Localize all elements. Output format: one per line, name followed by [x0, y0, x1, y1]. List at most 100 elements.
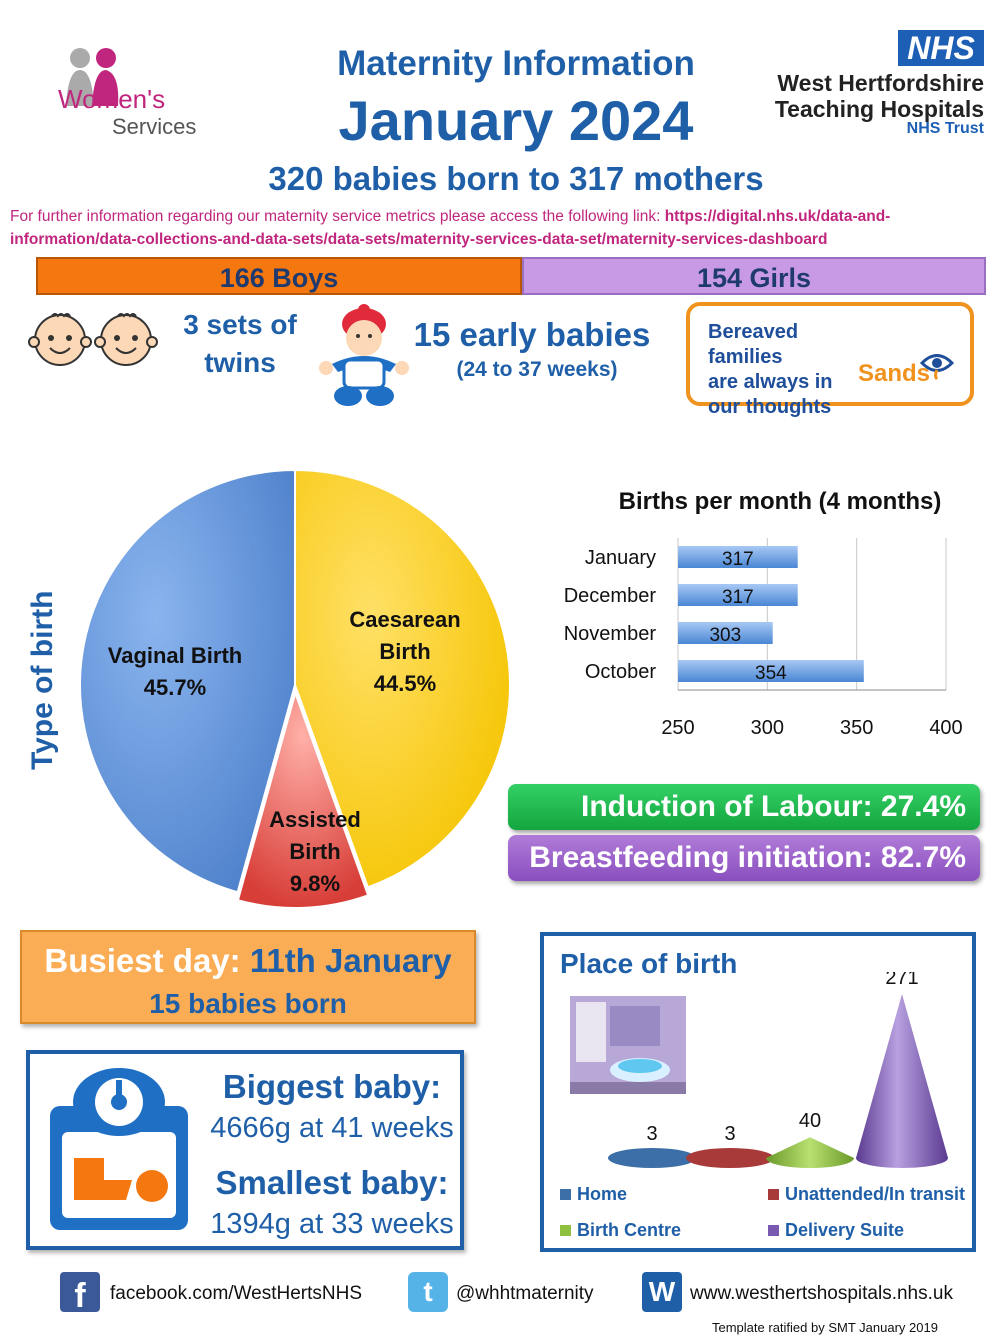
- assisted-name2: Birth: [289, 839, 341, 864]
- twins-line1: 3 sets of: [183, 309, 297, 340]
- womens-services-logo: [66, 48, 119, 106]
- pie-slice-caesarean: [294, 468, 511, 889]
- nhs-name-line1: West Hertfordshire: [777, 70, 984, 96]
- bar-category-label: December: [564, 585, 657, 607]
- busiest-label: Busiest day:: [44, 942, 250, 979]
- breastfeeding-kpi: Breastfeeding initiation: 82.7%: [508, 835, 980, 881]
- info-link[interactable]: https://digital.nhs.uk/data-and-informat…: [10, 208, 891, 248]
- website-link[interactable]: www.westhertshospitals.nhs.uk: [690, 1283, 953, 1304]
- twins-text: 3 sets of twins: [175, 306, 305, 382]
- caesarean-name2: Birth: [379, 639, 431, 664]
- cone-value-label: 40: [799, 1110, 821, 1132]
- info-text: For further information regarding our ma…: [10, 205, 1000, 251]
- place-of-birth-chart: 3 3 40 271: [608, 972, 948, 1168]
- logo-sub: Services: [112, 114, 197, 139]
- bar-value-label: 317: [722, 549, 754, 570]
- nhs-name-line2: Teaching Hospitals: [774, 96, 984, 122]
- cone-value-label: 3: [646, 1123, 657, 1145]
- pie-slice-assisted: [236, 689, 370, 909]
- bar-value-label: 354: [755, 663, 787, 684]
- pie-label-assisted: Assisted Birth 9.8%: [250, 804, 380, 900]
- legend-transit: Unattended/In transit: [768, 1184, 965, 1205]
- assisted-name1: Assisted: [269, 807, 361, 832]
- busiest-day-sub: 15 babies born: [149, 988, 347, 1019]
- caesarean-pct: 44.5%: [373, 671, 437, 696]
- bar-december: [678, 584, 798, 606]
- cone-home: [608, 1148, 696, 1168]
- busiest-day-panel: Busiest day: 11th January 15 babies born: [20, 930, 476, 1024]
- bar-category-label: November: [564, 623, 657, 645]
- twitter-icon[interactable]: t: [408, 1272, 448, 1312]
- sands-panel: Bereaved families are always in our thou…: [686, 302, 974, 418]
- bar-value-label: 303: [709, 625, 741, 646]
- pie-slice-vaginal: [79, 468, 296, 894]
- smallest-baby-value: 1394g at 33 weeks: [210, 1208, 454, 1240]
- boys-bar: 166 Boys: [36, 257, 522, 295]
- title-line1: Maternity Information: [337, 44, 695, 83]
- legend-birth-centre: Birth Centre: [560, 1220, 681, 1241]
- legend-birth-centre-swatch: [560, 1225, 571, 1236]
- legend-home-swatch: [560, 1189, 571, 1200]
- legend-transit-swatch: [768, 1189, 779, 1200]
- facebook-link[interactable]: facebook.com/WestHertsNHS: [110, 1283, 363, 1304]
- biggest-baby-label: Biggest baby:: [222, 1068, 442, 1105]
- bar-x-tick: 300: [751, 717, 784, 739]
- cone-value-label: 3: [724, 1123, 735, 1145]
- baby-scale-icon: [50, 1068, 188, 1230]
- busiest-day-title: Busiest day: 11th January: [22, 942, 474, 980]
- facebook-icon[interactable]: f: [60, 1272, 100, 1315]
- subtitle: 320 babies born to 317 mothers: [268, 160, 764, 197]
- bar-november: [678, 622, 773, 644]
- cone-birth-centre: [766, 1137, 854, 1168]
- smallest-baby-label: Smallest baby:: [215, 1164, 449, 1201]
- births-per-month-chart: 250 300 350 400 317 January 317 December 303 Nove…: [564, 538, 963, 739]
- legend-delivery-suite-swatch: [768, 1225, 779, 1236]
- girls-bar: 154 Girls: [522, 257, 986, 295]
- page-title: January 2024: [338, 89, 694, 152]
- sands-line3: our thoughts: [708, 396, 832, 418]
- twitter-handle[interactable]: @whhtmaternity: [456, 1283, 594, 1304]
- bar-value-label: 317: [722, 587, 754, 608]
- legend-home-label: Home: [577, 1184, 628, 1204]
- induction-kpi: Induction of Labour: 27.4%: [508, 784, 980, 830]
- twins-line2: twins: [204, 347, 276, 378]
- nhs-trust-name: West Hertfordshire Teaching Hospitals: [740, 70, 984, 122]
- assisted-pct: 9.8%: [289, 871, 341, 896]
- legend-delivery-suite-label: Delivery Suite: [785, 1220, 905, 1240]
- early-baby-icon: [319, 304, 409, 406]
- bar-x-tick: 350: [840, 717, 873, 739]
- place-of-birth-title: Place of birth: [560, 948, 738, 979]
- vaginal-pct: 45.7%: [143, 675, 207, 700]
- type-of-birth-label: Type of birth: [26, 591, 59, 770]
- nhs-trust-label: NHS Trust: [906, 120, 984, 137]
- vaginal-name: Vaginal Birth: [107, 643, 243, 668]
- bar-january: [678, 546, 798, 568]
- legend-birth-centre-label: Birth Centre: [577, 1220, 682, 1240]
- pie-label-caesarean: Caesarean Birth 44.5%: [330, 604, 480, 700]
- sands-line2: are always in: [708, 371, 833, 393]
- website-icon[interactable]: W: [642, 1272, 682, 1312]
- cone-transit: [686, 1148, 774, 1168]
- nhs-logo: NHS: [898, 30, 984, 66]
- pie-label-vaginal: Vaginal Birth 45.7%: [90, 640, 260, 704]
- template-note: Template ratified by SMT January 2019: [712, 1320, 938, 1335]
- caesarean-name1: Caesarean: [349, 607, 461, 632]
- legend-home: Home: [560, 1184, 627, 1205]
- bar-category-label: January: [585, 547, 656, 569]
- bar-x-tick: 400: [929, 717, 962, 739]
- bar-x-tick: 250: [661, 717, 694, 739]
- cone-delivery-suite: [856, 994, 948, 1168]
- legend-delivery-suite: Delivery Suite: [768, 1220, 904, 1241]
- busiest-day-value: 11th January: [249, 942, 452, 979]
- bar-chart-title: Births per month (4 months): [618, 488, 942, 515]
- sands-line1: Bereaved families: [708, 321, 799, 368]
- sands-logo-text: Sands: [858, 360, 931, 387]
- info-lead: For further information regarding our ma…: [10, 208, 665, 225]
- sands-eye-icon: [920, 354, 954, 380]
- birth-room-photo: [570, 996, 686, 1094]
- logo-word: Women's: [58, 84, 166, 114]
- type-of-birth-text: Type of birth: [26, 591, 59, 770]
- cone-value-label: 271: [885, 972, 918, 989]
- early-babies-title: 15 early babies: [413, 316, 651, 353]
- legend-transit-label: Unattended/In transit: [785, 1184, 966, 1204]
